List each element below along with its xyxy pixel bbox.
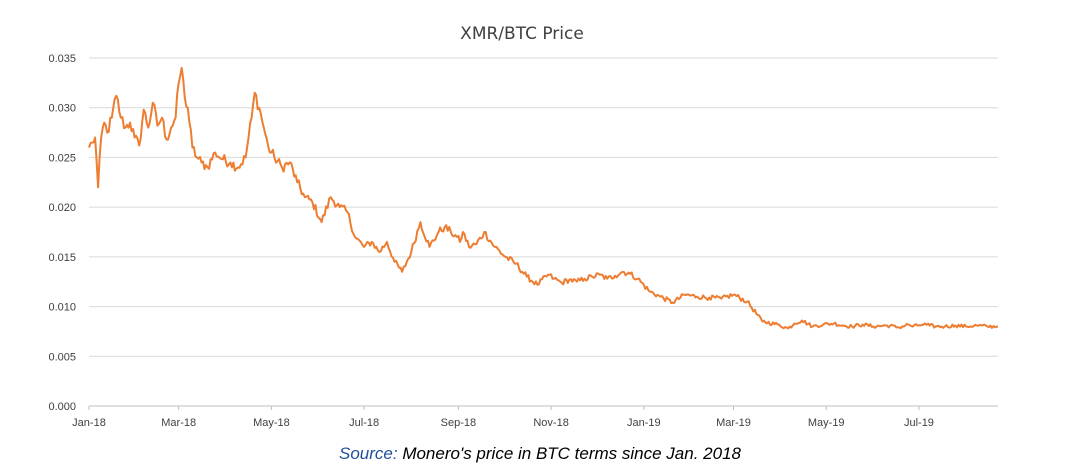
price-series-line	[88, 66, 999, 330]
x-tick-label: Mar-19	[716, 417, 751, 429]
x-tick-label: Jul-19	[904, 417, 934, 429]
x-tick-label: Jan-19	[627, 417, 661, 429]
x-tick-label: Mar-18	[161, 417, 196, 429]
chart-area: XMR/BTC Price 0.000 0.005 0.010 0.015 0.020 0…	[48, 24, 999, 429]
caption-text: Monero's price in BTC terms since Jan. 2…	[397, 444, 741, 463]
y-axis-tick-labels: 0.000 0.005 0.010 0.015 0.020 0.025 0.030 0.035	[48, 53, 76, 413]
x-tick-label: May-18	[253, 417, 290, 429]
y-tick-label: 0.005	[48, 351, 76, 363]
series-layer	[88, 66, 999, 330]
y-tick-label: 0.010	[48, 302, 76, 314]
x-tick-label: Sep-18	[441, 417, 476, 429]
y-tick-label: 0.030	[48, 103, 76, 115]
figure-caption: Source: Monero's price in BTC terms sinc…	[0, 444, 1080, 464]
line-chart: XMR/BTC Price 0.0000.0050.0100.0150.0200…	[48, 24, 999, 429]
x-tick-label: Nov-18	[533, 417, 568, 429]
chart-title: XMR/BTC Price	[460, 24, 584, 44]
caption-source-label: Source:	[339, 444, 398, 463]
x-tick-label: May-19	[808, 417, 845, 429]
x-tick-label: Jul-18	[349, 417, 379, 429]
gridlines	[89, 57, 998, 357]
x-axis-tick-labels: Jan-18 Mar-18 May-18 Jul-18 Sep-18 Nov-18 Jan-…	[72, 406, 934, 429]
y-tick-label: 0.035	[48, 53, 76, 65]
y-tick-label: 0.015	[48, 252, 76, 264]
y-tick-label: 0.020	[48, 202, 76, 214]
y-tick-label: 0.025	[48, 152, 76, 164]
y-tick-label: 0.000	[48, 401, 76, 413]
x-tick-label: Jan-18	[72, 417, 106, 429]
